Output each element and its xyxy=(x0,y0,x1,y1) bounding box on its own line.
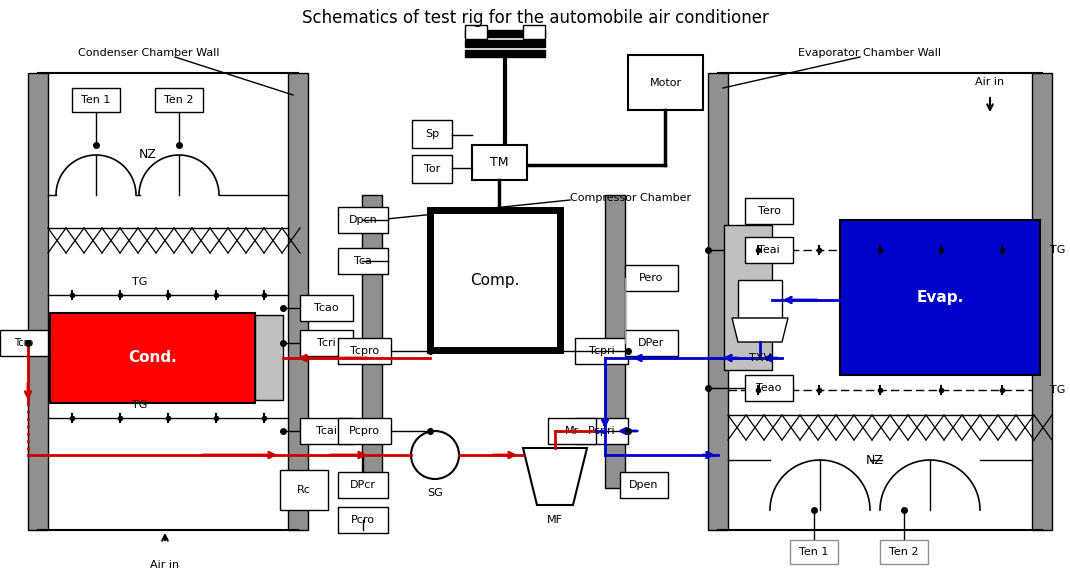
Bar xyxy=(338,338,391,364)
Bar xyxy=(338,507,388,533)
Bar xyxy=(625,265,678,291)
Text: TG: TG xyxy=(1050,245,1066,255)
Bar xyxy=(28,73,48,530)
Text: Schematics of test rig for the automobile air conditioner: Schematics of test rig for the automobil… xyxy=(302,9,768,27)
Bar xyxy=(338,418,391,444)
Text: TG: TG xyxy=(133,277,148,287)
Text: NZ: NZ xyxy=(139,149,157,161)
Bar xyxy=(412,155,452,183)
Bar xyxy=(620,472,668,498)
Text: Tcai: Tcai xyxy=(316,426,337,436)
Bar xyxy=(465,30,545,37)
Bar xyxy=(465,25,487,39)
Text: Condenser Chamber Wall: Condenser Chamber Wall xyxy=(78,48,219,58)
Bar xyxy=(745,198,793,224)
Bar xyxy=(745,237,793,263)
Bar xyxy=(155,88,203,112)
Bar xyxy=(625,330,678,356)
Text: DPcr: DPcr xyxy=(350,480,376,490)
Text: TG: TG xyxy=(133,400,148,410)
Bar xyxy=(412,120,452,148)
Bar xyxy=(362,195,382,488)
Text: Air in: Air in xyxy=(976,77,1005,87)
Text: Tcpri: Tcpri xyxy=(588,346,614,356)
Bar xyxy=(280,470,328,510)
Text: Teai: Teai xyxy=(759,245,780,255)
Text: MF: MF xyxy=(547,515,563,525)
Bar xyxy=(548,418,596,444)
Text: Sp: Sp xyxy=(425,129,439,139)
Bar xyxy=(790,540,838,564)
Text: Evaporator Chamber Wall: Evaporator Chamber Wall xyxy=(798,48,941,58)
Text: SG: SG xyxy=(427,488,443,498)
Bar xyxy=(288,73,308,530)
Bar xyxy=(72,88,120,112)
Text: Tor: Tor xyxy=(424,164,440,174)
Text: TXV: TXV xyxy=(749,353,771,363)
Text: Compressor Chamber: Compressor Chamber xyxy=(570,193,691,203)
Bar xyxy=(338,248,388,274)
Text: Pero: Pero xyxy=(639,273,663,283)
Bar xyxy=(745,375,793,401)
Text: Evap.: Evap. xyxy=(916,290,964,305)
Bar xyxy=(628,55,703,110)
Bar xyxy=(724,225,771,370)
Text: Dpen: Dpen xyxy=(629,480,659,490)
Text: Tero: Tero xyxy=(758,206,780,216)
Bar xyxy=(50,313,255,403)
Bar xyxy=(338,472,388,498)
Text: Ten 1: Ten 1 xyxy=(799,547,828,557)
Text: Dpcn: Dpcn xyxy=(349,215,378,225)
Text: Pcro: Pcro xyxy=(351,515,374,525)
Bar xyxy=(1031,73,1052,530)
Bar xyxy=(738,280,782,318)
Bar xyxy=(708,73,728,530)
Text: Pcpro: Pcpro xyxy=(349,426,380,436)
Text: TM: TM xyxy=(490,156,508,169)
Bar xyxy=(605,195,625,488)
Text: Comp.: Comp. xyxy=(470,272,520,287)
Bar xyxy=(255,315,282,400)
Bar xyxy=(430,210,560,350)
Text: Tcro: Tcro xyxy=(14,338,33,348)
Bar xyxy=(523,25,545,39)
Text: Pcpri: Pcpri xyxy=(587,426,615,436)
Text: Ten 1: Ten 1 xyxy=(81,95,110,105)
Bar xyxy=(840,220,1040,375)
Text: Tcpro: Tcpro xyxy=(350,346,379,356)
Text: Air in: Air in xyxy=(151,560,180,570)
Text: Rc: Rc xyxy=(297,485,311,495)
Text: Motor: Motor xyxy=(649,78,682,87)
Text: TG: TG xyxy=(1050,385,1066,395)
Text: DPer: DPer xyxy=(639,338,664,348)
Bar xyxy=(465,40,545,47)
Bar xyxy=(575,418,628,444)
Text: Mr: Mr xyxy=(565,426,579,436)
Bar xyxy=(575,338,628,364)
Bar xyxy=(880,540,928,564)
Bar xyxy=(0,330,48,356)
Text: Tcri: Tcri xyxy=(317,338,336,348)
Bar xyxy=(338,207,388,233)
Circle shape xyxy=(411,431,459,479)
Text: NZ: NZ xyxy=(866,454,884,466)
Text: Teao: Teao xyxy=(756,383,782,393)
Polygon shape xyxy=(523,448,587,505)
Bar xyxy=(472,145,528,180)
Bar xyxy=(300,418,353,444)
Text: Cond.: Cond. xyxy=(128,350,177,366)
Bar xyxy=(300,330,353,356)
Polygon shape xyxy=(732,318,788,342)
Text: Ten 2: Ten 2 xyxy=(889,547,919,557)
Text: Tcao: Tcao xyxy=(315,303,339,313)
Bar xyxy=(465,50,545,57)
Text: Tca: Tca xyxy=(354,256,372,266)
Bar xyxy=(300,295,353,321)
Text: Ten 2: Ten 2 xyxy=(165,95,194,105)
